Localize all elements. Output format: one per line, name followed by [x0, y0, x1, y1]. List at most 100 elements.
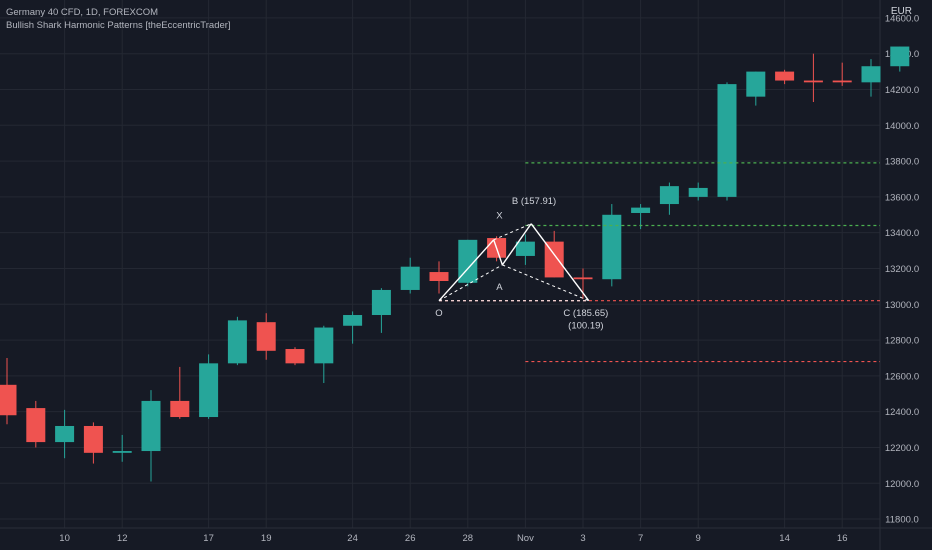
- price-tick-label: 13000.0: [885, 300, 919, 311]
- price-tick-label: 13400.0: [885, 228, 919, 239]
- candle-body: [573, 277, 593, 280]
- candle-body: [55, 425, 75, 443]
- candle-body: [458, 239, 478, 283]
- indicator-title[interactable]: Bullish Shark Harmonic Patterns [theEcce…: [6, 20, 231, 31]
- date-tick-label: 10: [59, 533, 70, 544]
- pattern-ratio-line: [438, 264, 503, 302]
- candle: [429, 261, 449, 294]
- date-tick-label: 3: [580, 533, 585, 544]
- chart-legend: Germany 40 CFD, 1D, FOREXCOM Bullish Sha…: [6, 6, 231, 32]
- candle: [717, 82, 737, 201]
- candle-body: [26, 408, 46, 443]
- candle: [458, 239, 478, 287]
- candle-body: [170, 400, 190, 418]
- candle: [832, 62, 852, 86]
- candle: [112, 434, 132, 462]
- candle-body: [717, 84, 737, 197]
- candle: [141, 390, 161, 482]
- candle: [285, 347, 305, 366]
- pattern-leg-line: [493, 239, 504, 266]
- candle: [688, 182, 708, 201]
- candle: [343, 311, 363, 344]
- date-tick-label: 16: [837, 533, 848, 544]
- date-tick-label: 14: [779, 533, 790, 544]
- date-tick-label: 7: [638, 533, 643, 544]
- price-tick-label: 12200.0: [885, 443, 919, 454]
- candle: [890, 46, 910, 72]
- date-tick-label: 26: [405, 533, 416, 544]
- price-tick-label: 11800.0: [885, 515, 919, 526]
- price-tick-label: 13200.0: [885, 264, 919, 275]
- pattern-point-label: B (157.91): [512, 196, 556, 207]
- pattern-point-label: X: [496, 210, 503, 221]
- price-tick-label: 12800.0: [885, 336, 919, 347]
- candle: [227, 316, 247, 366]
- candle-body: [803, 80, 823, 83]
- candle-body: [371, 289, 391, 316]
- candle-body: [0, 384, 17, 416]
- price-tick-label: 12400.0: [885, 407, 919, 418]
- candle: [775, 69, 795, 85]
- candle-body: [775, 71, 795, 81]
- candle-body: [688, 187, 708, 197]
- symbol-title[interactable]: Germany 40 CFD, 1D, FOREXCOM: [6, 7, 159, 18]
- candle: [55, 409, 75, 459]
- candle: [256, 313, 276, 360]
- candle-body: [631, 207, 651, 213]
- candle: [400, 257, 420, 294]
- pattern-point-label: A: [496, 282, 503, 293]
- price-tick-label: 14000.0: [885, 121, 919, 132]
- candle: [170, 366, 190, 419]
- candle-body: [343, 315, 363, 326]
- date-tick-label: 28: [463, 533, 474, 544]
- candle-body: [400, 266, 420, 290]
- candle: [199, 354, 219, 419]
- candle-body: [429, 272, 449, 282]
- pattern-leg-line: [438, 239, 495, 302]
- candle-body: [83, 425, 103, 453]
- date-tick-label: 9: [696, 533, 701, 544]
- pattern-point-label: C (185.65): [563, 308, 608, 319]
- date-tick-label: 12: [117, 533, 128, 544]
- price-tick-label: 13800.0: [885, 157, 919, 168]
- candle: [602, 204, 622, 287]
- date-tick-label: 24: [347, 533, 358, 544]
- date-tick-label: 19: [261, 533, 272, 544]
- candle-body: [314, 327, 334, 364]
- candle: [371, 288, 391, 333]
- candle-body: [285, 349, 305, 364]
- candle-body: [602, 214, 622, 280]
- price-tick-label: 14600.0: [885, 13, 919, 24]
- pattern-ratio-line: [493, 223, 532, 241]
- candle: [26, 400, 46, 448]
- candle-body: [141, 400, 161, 452]
- pattern-point-label: O: [435, 308, 442, 319]
- candle-body: [861, 66, 881, 83]
- candle: [803, 53, 823, 103]
- candle-body: [515, 241, 535, 256]
- pattern-leg-line: [501, 223, 532, 266]
- date-tick-label: Nov: [517, 533, 534, 544]
- candle: [515, 234, 535, 265]
- candle-body: [112, 451, 132, 453]
- price-tick-label: 12600.0: [885, 371, 919, 382]
- price-tick-label: 14200.0: [885, 85, 919, 96]
- candle: [83, 422, 103, 464]
- candle-body: [659, 186, 679, 205]
- candle-body: [544, 241, 564, 278]
- price-tick-label: 13600.0: [885, 192, 919, 203]
- pattern-point-label: (100.19): [568, 320, 603, 331]
- candle: [314, 325, 334, 384]
- candle-body: [256, 322, 276, 351]
- candle: [659, 182, 679, 215]
- candle: [861, 59, 881, 97]
- pattern-leg-line: [530, 223, 590, 302]
- candle-body: [746, 71, 766, 97]
- candle-body: [890, 46, 910, 67]
- candle-body: [832, 80, 852, 83]
- candle-body: [227, 320, 247, 364]
- currency-label[interactable]: EUR: [890, 6, 912, 17]
- date-tick-label: 17: [203, 533, 214, 544]
- candle: [0, 357, 17, 425]
